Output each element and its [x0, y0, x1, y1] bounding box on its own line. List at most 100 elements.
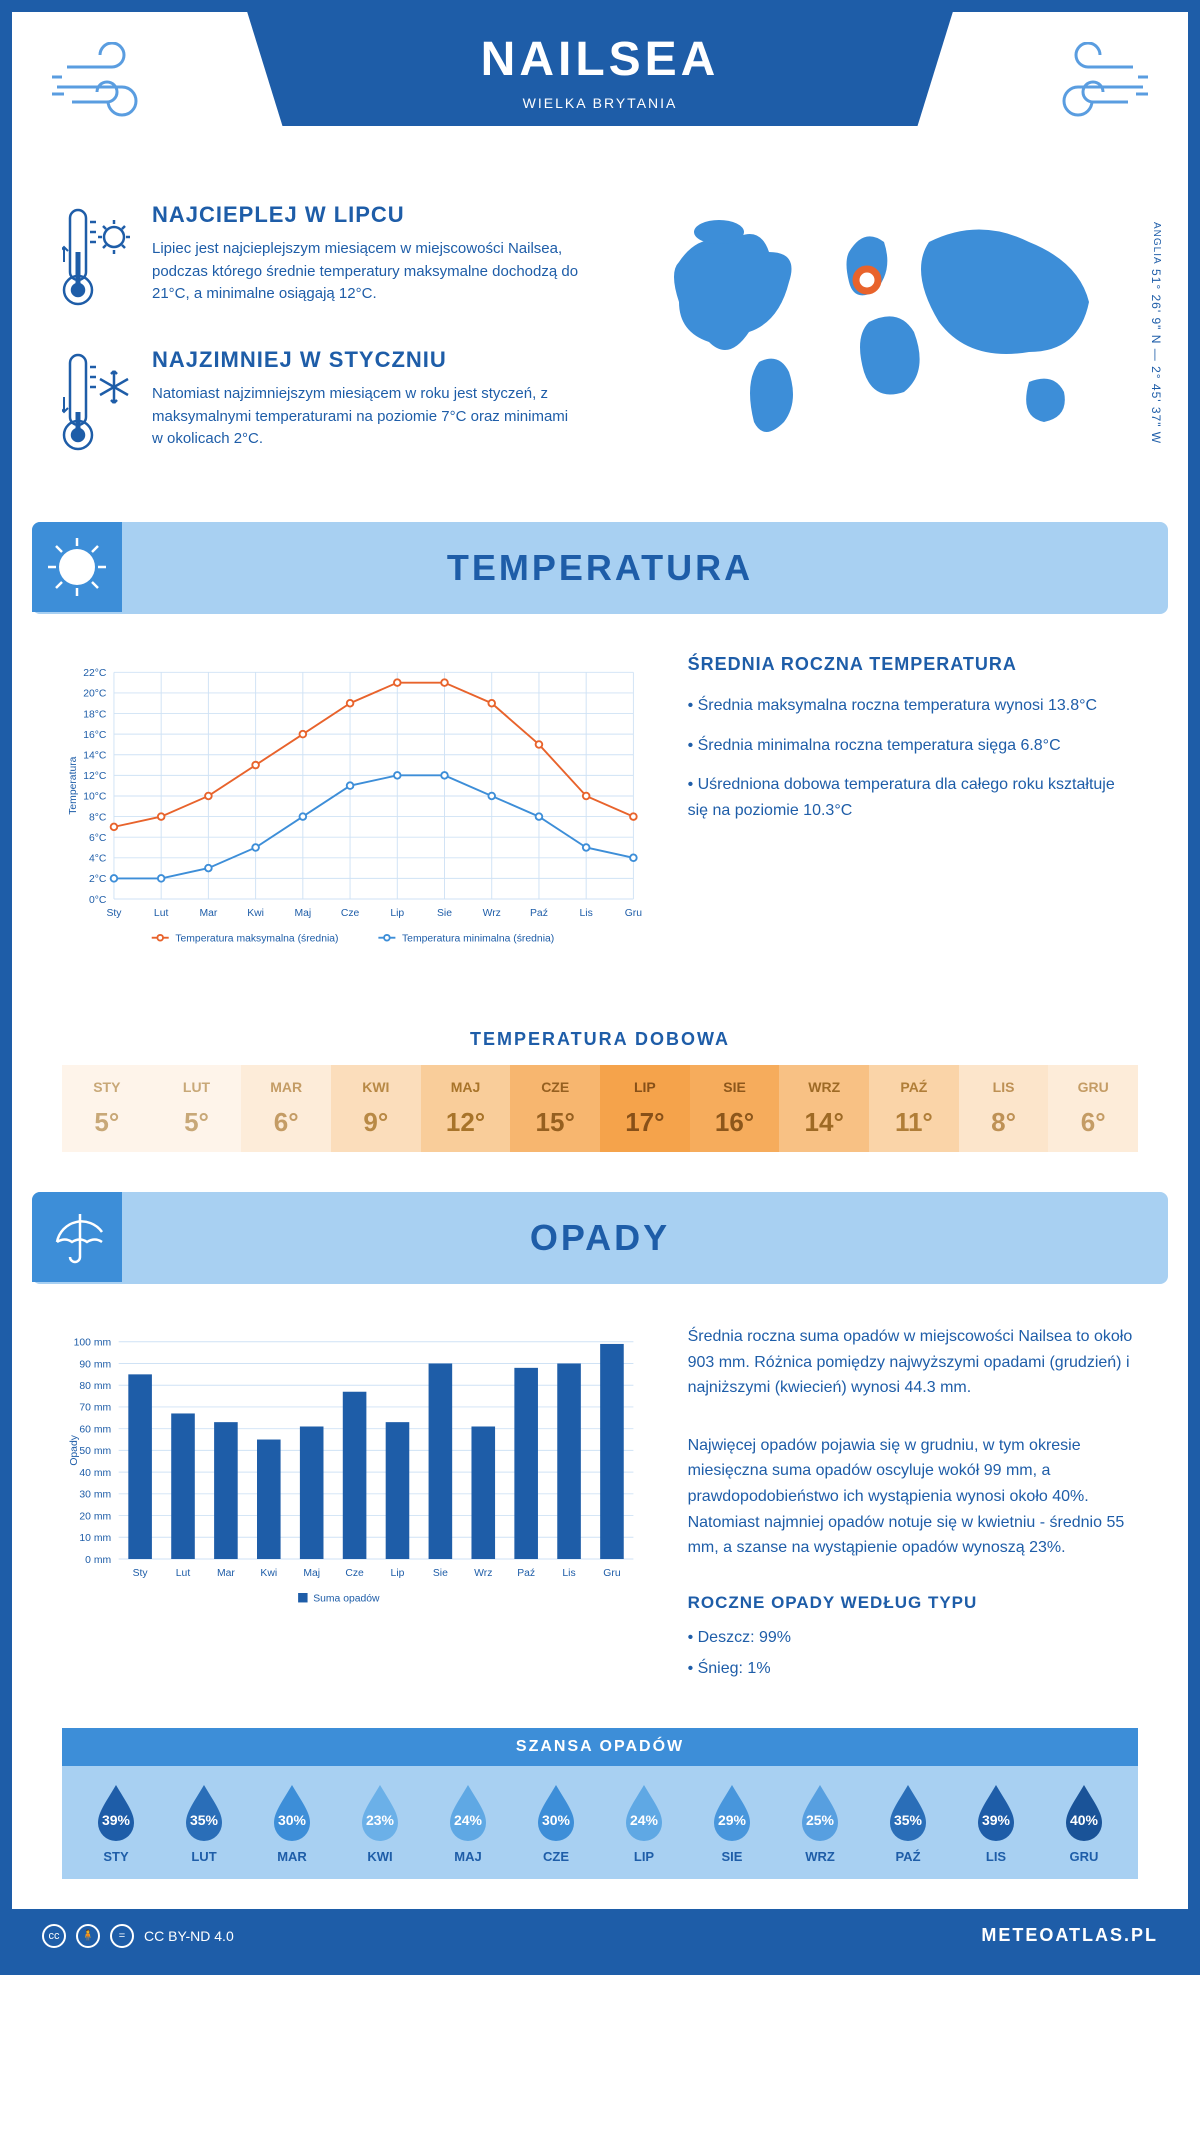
svg-text:39%: 39% [982, 1812, 1011, 1828]
daily-cell: KWI9° [331, 1065, 421, 1152]
rain-section-header: OPADY [32, 1192, 1168, 1284]
daily-temp-table: STY5°LUT5°MAR6°KWI9°MAJ12°CZE15°LIP17°SI… [62, 1065, 1138, 1152]
svg-text:Sty: Sty [133, 1568, 149, 1579]
svg-text:10 mm: 10 mm [79, 1533, 111, 1544]
daily-cell: GRU6° [1048, 1065, 1138, 1152]
svg-text:30 mm: 30 mm [79, 1490, 111, 1501]
annual-p2: • Średnia minimalna roczna temperatura s… [688, 733, 1138, 759]
city-name: NAILSEA [247, 32, 953, 87]
daily-cell: MAJ12° [421, 1065, 511, 1152]
license-text: CC BY-ND 4.0 [144, 1928, 234, 1944]
footer: cc 🧍 = CC BY-ND 4.0 METEOATLAS.PL [12, 1909, 1188, 1963]
umbrella-icon [32, 1192, 122, 1282]
intro-text: NAJCIEPLEJ W LIPCU Lipiec jest najcieple… [62, 202, 580, 492]
svg-text:Lip: Lip [391, 1568, 405, 1579]
rain-text: Średnia roczna suma opadów w miejscowośc… [688, 1324, 1138, 1688]
thermometer-snow-icon [62, 347, 132, 462]
coordinates: ANGLIA 51° 26' 9" N — 2° 45' 37" W [1149, 222, 1163, 444]
nd-icon: = [110, 1924, 134, 1948]
annual-p3: • Uśredniona dobowa temperatura dla całe… [688, 772, 1138, 823]
svg-text:Wrz: Wrz [474, 1568, 492, 1579]
rain-drop: 35%PAŹ [884, 1781, 932, 1864]
rain-drop: 30%CZE [532, 1781, 580, 1864]
svg-text:100 mm: 100 mm [74, 1338, 111, 1349]
daily-cell: SIE16° [690, 1065, 780, 1152]
svg-text:40 mm: 40 mm [79, 1468, 111, 1479]
svg-text:Lut: Lut [176, 1568, 191, 1579]
svg-text:Temperatura minimalna (średnia: Temperatura minimalna (średnia) [402, 934, 554, 945]
daily-cell: LUT5° [152, 1065, 242, 1152]
svg-text:2°C: 2°C [89, 874, 107, 885]
sun-icon [32, 522, 122, 612]
rain-type-title: ROCZNE OPADY WEDŁUG TYPU [688, 1593, 1138, 1613]
svg-text:24%: 24% [454, 1812, 483, 1828]
by-icon: 🧍 [76, 1924, 100, 1948]
wind-icon [52, 42, 162, 127]
svg-text:35%: 35% [894, 1812, 923, 1828]
svg-text:Sie: Sie [433, 1568, 448, 1579]
warmest-block: NAJCIEPLEJ W LIPCU Lipiec jest najcieple… [62, 202, 580, 317]
rain-drop: 30%MAR [268, 1781, 316, 1864]
coord-region: ANGLIA [1151, 222, 1162, 265]
thermometer-sun-icon [62, 202, 132, 317]
warmest-text: Lipiec jest najcieplejszym miesiącem w m… [152, 238, 580, 306]
rain-drops-row: 39%STY35%LUT30%MAR23%KWI24%MAJ30%CZE24%L… [62, 1766, 1138, 1879]
svg-text:22°C: 22°C [83, 668, 107, 679]
map-area: ANGLIA 51° 26' 9" N — 2° 45' 37" W [620, 202, 1138, 492]
svg-text:12°C: 12°C [83, 771, 107, 782]
svg-text:Kwi: Kwi [260, 1568, 277, 1579]
svg-text:35%: 35% [190, 1812, 219, 1828]
rain-drop: 39%LIS [972, 1781, 1020, 1864]
warmest-title: NAJCIEPLEJ W LIPCU [152, 202, 580, 228]
daily-cell: STY5° [62, 1065, 152, 1152]
svg-text:50 mm: 50 mm [79, 1446, 111, 1457]
rain-body: 0 mm10 mm20 mm30 mm40 mm50 mm60 mm70 mm8… [12, 1284, 1188, 1708]
rain-type-rain: • Deszcz: 99% [688, 1625, 1138, 1651]
svg-text:Temperatura: Temperatura [68, 756, 79, 814]
svg-text:Cze: Cze [345, 1568, 364, 1579]
svg-text:40%: 40% [1070, 1812, 1099, 1828]
svg-text:30%: 30% [278, 1812, 307, 1828]
svg-text:Wrz: Wrz [483, 908, 501, 919]
daily-cell: LIP17° [600, 1065, 690, 1152]
footer-site: METEOATLAS.PL [981, 1925, 1158, 1946]
svg-text:Gru: Gru [603, 1568, 621, 1579]
rain-chart: 0 mm10 mm20 mm30 mm40 mm50 mm60 mm70 mm8… [62, 1324, 648, 1688]
svg-text:Opady: Opady [69, 1434, 80, 1465]
svg-text:0 mm: 0 mm [85, 1555, 111, 1566]
svg-text:70 mm: 70 mm [79, 1403, 111, 1414]
coldest-text: Natomiast najzimniejszym miesiącem w rok… [152, 383, 580, 451]
svg-text:60 mm: 60 mm [79, 1424, 111, 1435]
daily-cell: MAR6° [241, 1065, 331, 1152]
temp-section-header: TEMPERATURA [32, 522, 1168, 614]
rain-drop: 39%STY [92, 1781, 140, 1864]
svg-text:0°C: 0°C [89, 895, 107, 906]
rain-drop: 35%LUT [180, 1781, 228, 1864]
svg-text:Kwi: Kwi [247, 908, 264, 919]
cc-icon: cc [42, 1924, 66, 1948]
svg-text:24%: 24% [630, 1812, 659, 1828]
intro-section: NAJCIEPLEJ W LIPCU Lipiec jest najcieple… [12, 182, 1188, 522]
svg-text:16°C: 16°C [83, 730, 107, 741]
svg-text:Sie: Sie [437, 908, 452, 919]
svg-text:Lut: Lut [154, 908, 169, 919]
daily-cell: LIS8° [959, 1065, 1049, 1152]
svg-text:20°C: 20°C [83, 689, 107, 700]
svg-text:25%: 25% [806, 1812, 835, 1828]
daily-cell: CZE15° [510, 1065, 600, 1152]
svg-text:90 mm: 90 mm [79, 1359, 111, 1370]
rain-drop: 40%GRU [1060, 1781, 1108, 1864]
svg-text:Sty: Sty [106, 908, 122, 919]
rain-chance-block: SZANSA OPADÓW 39%STY35%LUT30%MAR23%KWI24… [62, 1728, 1138, 1879]
svg-text:18°C: 18°C [83, 709, 107, 720]
svg-text:Lip: Lip [390, 908, 404, 919]
header: NAILSEA WIELKA BRYTANIA [12, 12, 1188, 182]
rain-drop: 29%SIE [708, 1781, 756, 1864]
rain-title: OPADY [530, 1217, 670, 1258]
svg-text:Paź: Paź [517, 1568, 535, 1579]
coldest-block: NAJZIMNIEJ W STYCZNIU Natomiast najzimni… [62, 347, 580, 462]
daily-cell: WRZ14° [779, 1065, 869, 1152]
coldest-title: NAJZIMNIEJ W STYCZNIU [152, 347, 580, 373]
svg-text:Temperatura maksymalna (średni: Temperatura maksymalna (średnia) [175, 934, 338, 945]
svg-text:10°C: 10°C [83, 792, 107, 803]
